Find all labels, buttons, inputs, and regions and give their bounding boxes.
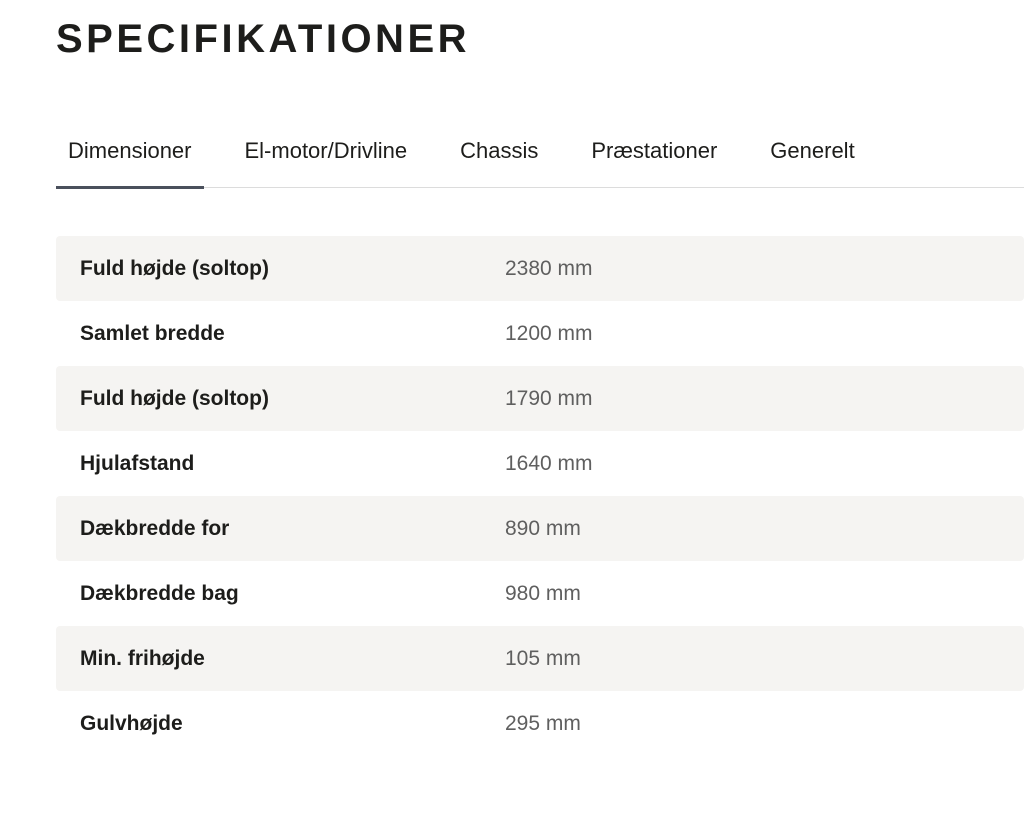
page-title: SPECIFIKATIONER: [56, 17, 471, 61]
spec-label: Fuld højde (soltop): [80, 386, 269, 410]
tab-præstationer[interactable]: Præstationer: [579, 138, 729, 187]
tab-label: El-motor/Drivline: [244, 138, 408, 163]
spec-value: 1790 mm: [505, 386, 593, 410]
specifications-section: SPECIFIKATIONER Dimensioner El-motor/Dri…: [56, 0, 1024, 756]
spec-label: Min. frihøjde: [80, 646, 205, 670]
spec-label: Samlet bredde: [80, 321, 225, 345]
spec-row: Fuld højde (soltop) 1790 mm: [56, 366, 1024, 431]
tab-label: Generelt: [770, 138, 855, 163]
spec-value: 1200 mm: [505, 321, 593, 345]
spec-row: Gulvhøjde 295 mm: [56, 691, 1024, 756]
spec-value: 295 mm: [505, 711, 581, 735]
tab-dimensioner[interactable]: Dimensioner: [56, 138, 204, 189]
spec-row: Min. frihøjde 105 mm: [56, 626, 1024, 691]
spec-row: Samlet bredde 1200 mm: [56, 301, 1024, 366]
spec-label: Gulvhøjde: [80, 711, 183, 735]
tab-bar: Dimensioner El-motor/Drivline Chassis Pr…: [56, 138, 1024, 189]
tab-el-motor-drivline[interactable]: El-motor/Drivline: [233, 138, 420, 187]
tab-chassis[interactable]: Chassis: [448, 138, 550, 187]
spec-value: 980 mm: [505, 581, 581, 605]
tab-label: Præstationer: [591, 138, 718, 163]
spec-value: 105 mm: [505, 646, 581, 670]
spec-label: Fuld højde (soltop): [80, 256, 269, 280]
spec-row: Hjulafstand 1640 mm: [56, 431, 1024, 496]
spec-value: 890 mm: [505, 516, 581, 540]
spec-value: 2380 mm: [505, 256, 593, 280]
spec-value: 1640 mm: [505, 451, 593, 475]
tab-label: Chassis: [460, 138, 539, 163]
spec-label: Hjulafstand: [80, 451, 195, 475]
spec-row: Dækbredde bag 980 mm: [56, 561, 1024, 626]
tab-generelt[interactable]: Generelt: [758, 138, 866, 187]
tab-label: Dimensioner: [68, 138, 192, 163]
spec-row: Dækbredde for 890 mm: [56, 496, 1024, 561]
spec-table: Fuld højde (soltop) 2380 mm Samlet bredd…: [56, 236, 1024, 756]
spec-row: Fuld højde (soltop) 2380 mm: [56, 236, 1024, 301]
spec-label: Dækbredde for: [80, 516, 230, 540]
spec-label: Dækbredde bag: [80, 581, 239, 605]
